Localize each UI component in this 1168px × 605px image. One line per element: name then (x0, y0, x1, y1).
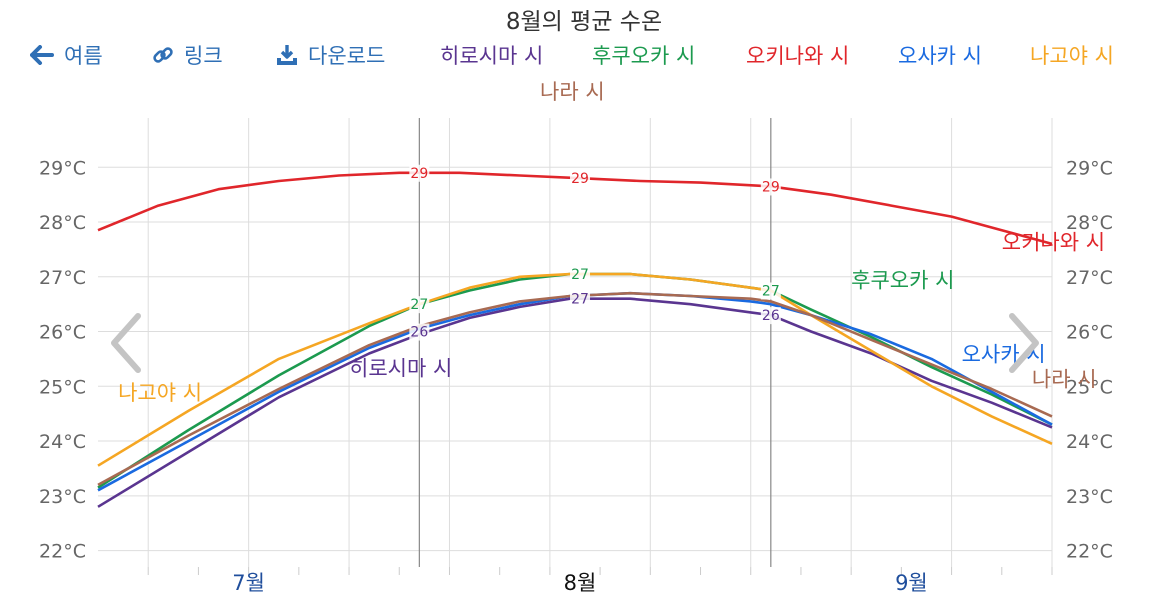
y-tick-label-right: 23°C (1066, 486, 1113, 508)
legend-item-나라-시[interactable]: 나라 시 (540, 80, 605, 104)
y-tick-label-right: 24°C (1066, 431, 1113, 453)
legend-item-히로시마-시[interactable]: 히로시마 시 (440, 44, 544, 68)
series-name-label-히로시마-시: 히로시마 시 (349, 356, 452, 380)
data-label-background (409, 296, 430, 314)
next-arrow-button[interactable] (1006, 312, 1042, 374)
y-tick-label-left: 26°C (39, 322, 86, 344)
data-label: 27 (410, 297, 428, 313)
series-name-label-나고야-시: 나고야 시 (118, 381, 202, 405)
reference-lines (418, 118, 772, 567)
y-tick-label-left: 28°C (39, 212, 86, 234)
download-button-label: 다운로드 (308, 44, 386, 68)
chart-series (97, 171, 1053, 508)
data-label-background (570, 290, 591, 308)
data-label-background (409, 323, 430, 341)
arrow-left-icon (30, 45, 54, 65)
link-button-label: 링크 (184, 44, 223, 68)
series-line-오사카-시[interactable] (97, 291, 1053, 492)
data-label: 26 (762, 308, 780, 324)
y-axis-left: 22°C 23°C 24°C 25°C 26°C 27°C 28°C 29°C (39, 157, 86, 562)
y-tick-label-left: 23°C (39, 486, 86, 508)
data-label-background (570, 266, 591, 284)
data-label-background (760, 282, 781, 300)
chevron-right-icon (1009, 313, 1039, 373)
back-button[interactable]: 여름 (30, 40, 103, 70)
series-name-label-나라-시: 나라 시 (1032, 367, 1097, 391)
link-button[interactable]: 링크 (152, 40, 223, 70)
y-tick-label-right: 25°C (1066, 376, 1113, 398)
data-label-background (760, 307, 781, 325)
data-label-background (570, 170, 591, 188)
x-axis: 7월 8월 9월 (232, 571, 927, 595)
series-name-label-오키나와-시: 오키나와 시 (1002, 230, 1105, 254)
chart-grid (98, 118, 1053, 575)
download-icon (277, 45, 297, 65)
chevron-left-icon (111, 313, 141, 373)
data-labels: 26 27 26 27 27 27 29 29 29 (409, 164, 781, 341)
y-tick-label-left: 25°C (39, 376, 86, 398)
month-label: 7월 (232, 571, 265, 595)
y-tick-label-left: 24°C (39, 431, 86, 453)
y-tick-label-right: 28°C (1066, 212, 1113, 234)
y-tick-label-left: 27°C (39, 267, 86, 289)
legend-item-오사카-시[interactable]: 오사카 시 (898, 44, 982, 68)
series-line-나고야-시[interactable] (97, 272, 1053, 467)
data-label-background (409, 164, 430, 182)
data-label: 29 (762, 179, 780, 195)
series-line-나라-시[interactable] (97, 291, 1053, 487)
previous-arrow-button[interactable] (108, 312, 144, 374)
y-tick-label-left: 29°C (39, 157, 86, 179)
data-label: 27 (571, 292, 589, 308)
y-tick-label-right: 22°C (1066, 541, 1113, 563)
month-label: 8월 (564, 571, 597, 595)
data-label: 29 (410, 166, 428, 182)
download-button[interactable]: 다운로드 (276, 40, 385, 70)
month-label: 9월 (895, 571, 928, 595)
legend-item-후쿠오카-시[interactable]: 후쿠오카 시 (592, 44, 696, 68)
back-button-label: 여름 (64, 44, 103, 68)
y-tick-label-left: 22°C (39, 541, 86, 563)
y-tick-label-right: 26°C (1066, 322, 1113, 344)
legend-item-나고야-시[interactable]: 나고야 시 (1030, 44, 1114, 68)
y-tick-label-right: 27°C (1066, 267, 1113, 289)
y-axis-right: 22°C 23°C 24°C 25°C 26°C 27°C 28°C 29°C (1066, 157, 1113, 562)
chart-title: 8월의 평균 수온 (505, 9, 663, 35)
series-name-label-후쿠오카-시: 후쿠오카 시 (851, 269, 954, 293)
series-line-히로시마-시[interactable] (97, 297, 1053, 508)
data-label: 27 (762, 283, 780, 299)
link-icon (153, 47, 173, 63)
data-label: 26 (410, 325, 428, 341)
data-label: 27 (571, 267, 589, 283)
data-label-background (760, 178, 781, 196)
y-tick-label-right: 29°C (1066, 157, 1113, 179)
data-label: 29 (571, 171, 589, 187)
legend-item-오키나와-시[interactable]: 오키나와 시 (746, 44, 850, 68)
